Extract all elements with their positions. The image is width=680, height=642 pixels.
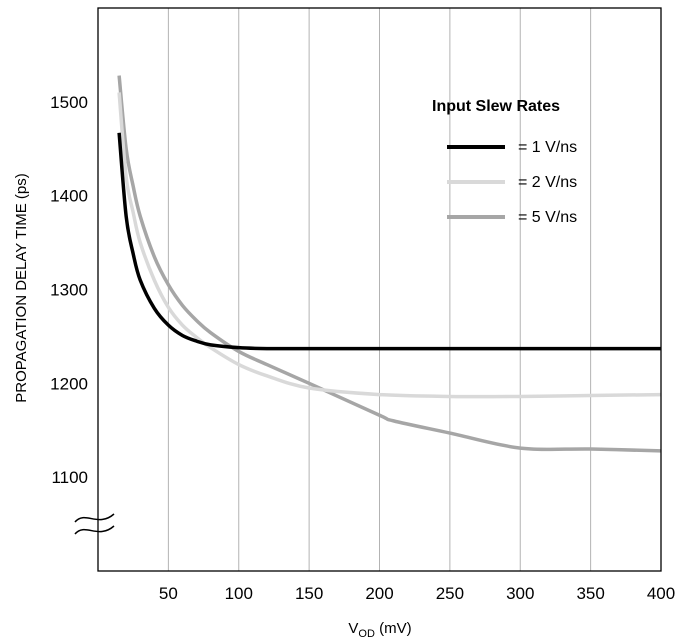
y-tick-label: 1500 — [50, 93, 88, 112]
series-lines — [117, 75, 662, 453]
y-axis-title: PROPAGATION DELAY TIME (ps) — [13, 173, 30, 403]
x-tick-label: 150 — [295, 584, 323, 603]
x-tick-label: 100 — [225, 584, 253, 603]
legend-label-2: = 2 V/ns — [518, 174, 577, 191]
x-tick-labels: 50 100 150 200 250 300 350 400 — [159, 584, 675, 603]
legend-label-3: = 5 V/ns — [518, 209, 577, 226]
x-tick-label: 300 — [506, 584, 534, 603]
x-tick-label: 200 — [365, 584, 393, 603]
series-line-1 — [117, 132, 661, 351]
x-axis-title-unit: (mV) — [375, 620, 412, 637]
grid — [167, 8, 592, 571]
y-tick-labels: 1100 1200 1300 1400 1500 — [50, 93, 88, 487]
x-tick-label: 50 — [159, 584, 178, 603]
legend-title: Input Slew Rates — [432, 98, 560, 115]
x-tick-label: 350 — [576, 584, 604, 603]
x-tick-label: 400 — [647, 584, 675, 603]
axis-break-icon — [74, 513, 115, 535]
x-tick-label: 250 — [436, 584, 464, 603]
y-tick-label: 1100 — [51, 468, 88, 487]
y-tick-label: 1400 — [50, 187, 88, 206]
series-line-2 — [117, 92, 662, 399]
y-tick-label: 1300 — [50, 281, 88, 300]
x-axis-title-main: V — [348, 620, 358, 637]
plot-frame — [97, 7, 662, 572]
y-tick-label: 1200 — [50, 374, 88, 393]
x-axis-title-sub: OD — [358, 628, 375, 640]
legend-label-1: = 1 V/ns — [518, 139, 577, 156]
x-axis-title: VOD (mV) — [348, 620, 411, 640]
legend: Input Slew Rates = 1 V/ns = 2 V/ns = 5 V… — [432, 98, 577, 226]
